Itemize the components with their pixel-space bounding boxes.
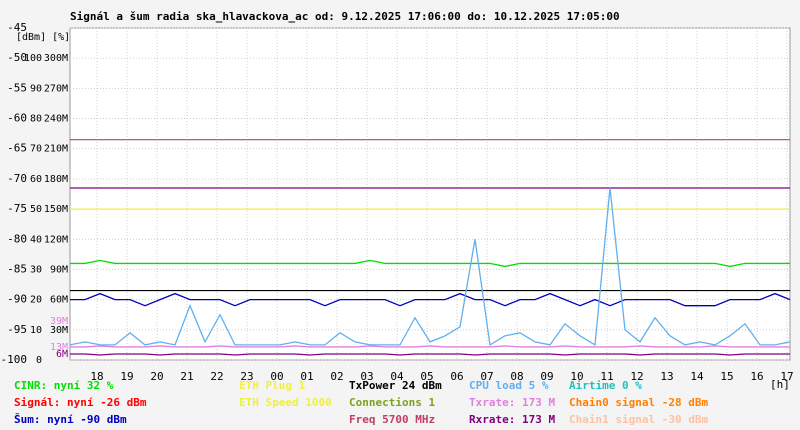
y2-tick-label: 10 xyxy=(30,325,42,336)
x-tick-label: 00 xyxy=(270,370,283,383)
x-tick-label: 01 xyxy=(300,370,313,383)
x-tick-label: 09 xyxy=(540,370,553,383)
y3-tick-label: 120M xyxy=(44,234,68,245)
x-tick-label: 06 xyxy=(450,370,463,383)
y-tick-label: -45 xyxy=(7,21,27,34)
y2-tick-label: 40 xyxy=(30,234,42,245)
x-tick-label: 12 xyxy=(630,370,643,383)
y3-tick-label: 30M xyxy=(50,325,68,336)
legend-entry: TxPower 24 dBm xyxy=(349,379,442,392)
y3-tick-label: 150M xyxy=(44,204,68,215)
x-tick-label: 04 xyxy=(390,370,404,383)
legend-entry: ETH Plug 1 xyxy=(239,379,306,392)
y2-tick-label: 30 xyxy=(30,264,42,275)
chart-title: Signál a šum radia ska_hlavackova_ac od:… xyxy=(70,10,620,23)
x-tick-label: 11 xyxy=(600,370,613,383)
series-line xyxy=(70,353,790,356)
series-line xyxy=(69,187,791,346)
y-tick-label: -60 xyxy=(7,112,27,125)
annotation: 13M xyxy=(50,342,68,353)
y2-tick-label: 20 xyxy=(30,295,42,306)
legend-entry: CINR: nyní 32 % xyxy=(14,379,114,392)
legend-entry: Šum: nyní -90 dBm xyxy=(14,413,127,426)
x-tick-label: 08 xyxy=(510,370,523,383)
y2-tick-label: 80 xyxy=(30,114,42,125)
y2-tick-label: 90 xyxy=(30,83,42,94)
x-tick-label: 23 xyxy=(240,370,253,383)
plot-area xyxy=(69,27,791,361)
unit-label: [dBm] [%] xyxy=(16,32,70,43)
y2-tick-label: 0 xyxy=(36,355,42,366)
y-tick-label: -95 xyxy=(7,323,27,336)
y-tick-label: -85 xyxy=(7,262,27,275)
y-tick-label: -100 xyxy=(1,353,28,366)
y-tick-label: -75 xyxy=(7,202,27,215)
series-line xyxy=(70,259,790,268)
x-tick-label: 21 xyxy=(180,370,193,383)
legend-entry: ETH Speed 1000 xyxy=(239,396,332,409)
y-tick-label: -55 xyxy=(7,81,27,94)
x-tick-label: 20 xyxy=(150,370,163,383)
y2-tick-label: 70 xyxy=(30,144,42,155)
y3-tick-label: 240M xyxy=(44,114,68,125)
legend-entry: Txrate: 173 M xyxy=(469,396,555,409)
x-tick-label: 16 xyxy=(750,370,763,383)
legend-entry: Airtime 0 % xyxy=(569,379,642,392)
y2-tick-label: 50 xyxy=(30,204,42,215)
y-tick-label: -65 xyxy=(7,142,27,155)
legend-entry: Connections 1 xyxy=(349,396,435,409)
y3-tick-label: 210M xyxy=(44,144,68,155)
legend-entry: Rxrate: 173 M xyxy=(469,413,555,426)
legend-entry: Chain1 signal -30 dBm xyxy=(569,413,708,426)
x-tick-label: 19 xyxy=(120,370,133,383)
x-tick-label: 02 xyxy=(330,370,343,383)
x-tick-label: 14 xyxy=(690,370,704,383)
x-tick-label: 15 xyxy=(720,370,733,383)
x-unit: [h] xyxy=(770,378,790,391)
y3-tick-label: 270M xyxy=(44,83,68,94)
x-tick-label: 03 xyxy=(360,370,373,383)
y-tick-label: -90 xyxy=(7,293,27,306)
x-tick-label: 13 xyxy=(660,370,673,383)
x-tick-label: 17 xyxy=(780,370,793,383)
y3-tick-label: 300M xyxy=(44,53,68,64)
legend-entry: Freq 5700 MHz xyxy=(349,413,435,426)
x-tick-label: 05 xyxy=(420,370,433,383)
x-tick-label: 07 xyxy=(480,370,493,383)
y-tick-label: -80 xyxy=(7,232,27,245)
y-tick-label: -70 xyxy=(7,172,27,185)
legend-entry: CPU load 5 % xyxy=(469,379,549,392)
annotation: 39M xyxy=(50,316,68,327)
series-line xyxy=(70,292,791,307)
y3-tick-label: 90M xyxy=(50,264,68,275)
legend-entry: Chain0 signal -28 dBm xyxy=(569,396,708,409)
y2-tick-label: 100 xyxy=(24,53,42,64)
y2-tick-label: 60 xyxy=(30,174,42,185)
y3-tick-label: 180M xyxy=(44,174,68,185)
y-tick-label: -50 xyxy=(7,51,27,64)
x-tick-label: 22 xyxy=(210,370,223,383)
legend-entry: Signál: nyní -26 dBm xyxy=(14,396,147,409)
series-line xyxy=(70,345,790,348)
y3-tick-label: 60M xyxy=(50,295,68,306)
x-tick-label: 18 xyxy=(90,370,103,383)
x-tick-label: 10 xyxy=(570,370,583,383)
annotation: 6M xyxy=(56,349,68,360)
